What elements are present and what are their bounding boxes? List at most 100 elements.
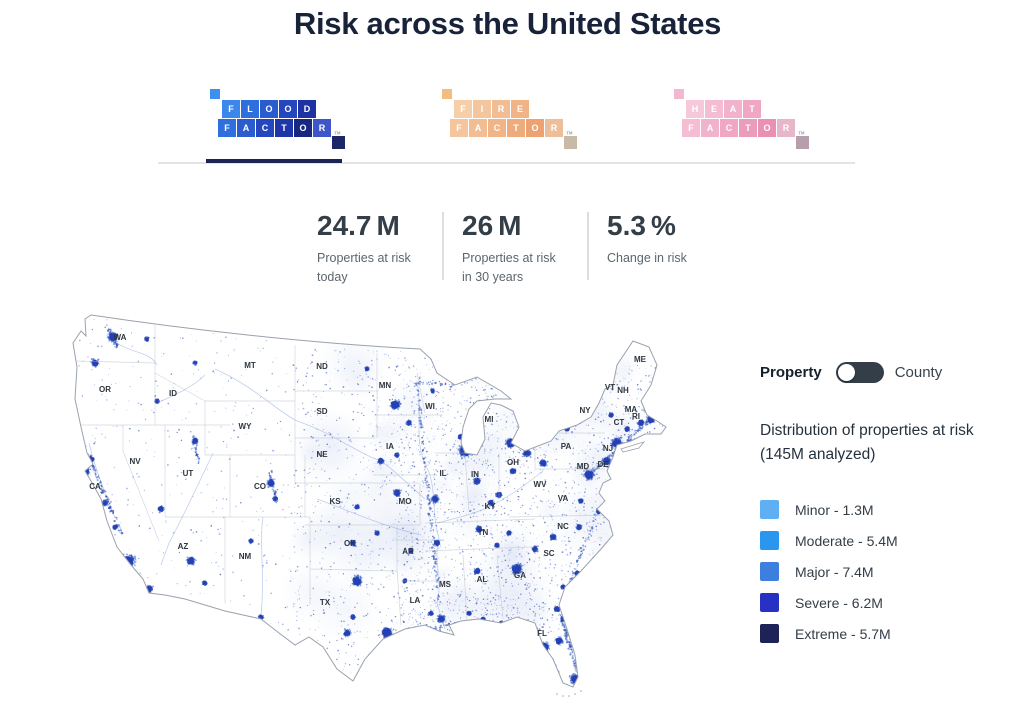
state-label-AR: AR	[402, 547, 414, 556]
stat-label: Properties at risk in 30 years	[462, 251, 556, 284]
trademark-symbol: TM	[798, 131, 805, 137]
legend-title-line2: (145M analyzed)	[760, 446, 876, 464]
legend-item-label: Severe - 6.2M	[795, 594, 883, 611]
us-risk-map[interactable]: WA OR ID MT ND MN SD WY NV UT CA CO NE IA KS MO OK AZ NM TX…	[65, 303, 745, 708]
legend-item: Severe - 6.2M	[760, 593, 898, 612]
state-label-NM: NM	[239, 552, 252, 561]
logo-tile: O	[279, 100, 297, 118]
stat-block: 26 M Properties at risk in 30 years	[462, 210, 587, 287]
state-label-WA: WA	[114, 333, 127, 342]
us-map-svg: WA OR ID MT ND MN SD WY NV UT CA CO NE IA KS MO OK AZ NM TX…	[89, 333, 647, 638]
state-label-ND: ND	[316, 362, 328, 371]
state-label-IN: IN	[471, 470, 479, 479]
logo-row2: F A C T O R TM	[218, 119, 342, 137]
logo-tile: R	[313, 119, 331, 137]
state-label-MT: MT	[244, 361, 256, 370]
logo-tile: F	[218, 119, 236, 137]
state-label-NE: NE	[316, 450, 328, 459]
property-county-toggle[interactable]	[835, 362, 884, 383]
state-label-SD: SD	[316, 407, 327, 416]
legend-list: Minor - 1.3M Moderate - 5.4M Major - 7.4…	[760, 500, 898, 655]
legend-swatch-icon	[760, 562, 779, 581]
legend-swatch-icon	[760, 624, 779, 643]
state-label-IA: IA	[386, 442, 394, 451]
logo-tile: O	[260, 100, 278, 118]
logo-tile: E	[705, 100, 723, 118]
state-label-OH: OH	[507, 458, 519, 467]
state-label-MO: MO	[399, 497, 412, 506]
legend-title: Distribution of properties at risk (145M…	[760, 419, 1005, 467]
legend-swatch-icon	[760, 593, 779, 612]
logo-tile: A	[701, 119, 719, 137]
stat-unit: M	[376, 210, 400, 241]
state-label-WY: WY	[239, 422, 253, 431]
state-label-OR: OR	[99, 385, 111, 394]
logo-tile: A	[237, 119, 255, 137]
stat-block: 24.7 M Properties at risk today	[317, 210, 442, 287]
stat-label: Change in risk	[607, 251, 687, 265]
state-label-WV: WV	[534, 480, 548, 489]
state-label-DE: DE	[597, 460, 609, 469]
stat-unit: %	[650, 210, 676, 241]
state-label-VA: VA	[558, 494, 569, 503]
state-label-FL: FL	[537, 629, 547, 638]
state-label-PA: PA	[561, 442, 572, 451]
state-label-MI: MI	[485, 415, 494, 424]
toggle-knob	[837, 364, 855, 381]
legend-item: Moderate - 5.4M	[760, 531, 898, 550]
state-label-GA: GA	[514, 571, 526, 580]
logo-tail-square-icon	[332, 136, 345, 149]
state-label-CO: CO	[254, 482, 266, 491]
logo-tile: F	[682, 119, 700, 137]
logo-tail-square-icon	[796, 136, 809, 149]
state-label-TN: TN	[478, 528, 489, 537]
state-label-AZ: AZ	[178, 542, 189, 551]
logo-tile: H	[686, 100, 704, 118]
logo-tile: C	[256, 119, 274, 137]
logo-tile: O	[294, 119, 312, 137]
legend-swatch-icon	[760, 500, 779, 519]
logo-tile: T	[275, 119, 293, 137]
state-label-KY: KY	[484, 502, 496, 511]
legend-item: Major - 7.4M	[760, 562, 898, 581]
logo-tile: F	[454, 100, 472, 118]
state-label-MD: MD	[577, 462, 590, 471]
logo-tile: T	[739, 119, 757, 137]
stat-value: 24.7 M	[317, 210, 442, 242]
logo-tile: T	[743, 100, 761, 118]
state-label-SC: SC	[543, 549, 554, 558]
state-label-NY: NY	[579, 406, 591, 415]
state-label-ME: ME	[634, 355, 647, 364]
state-label-AL: AL	[477, 575, 488, 584]
logo-tile: R	[492, 100, 510, 118]
county-toggle-label[interactable]: County	[894, 364, 943, 381]
tab-divider-line	[158, 162, 855, 164]
legend-item: Extreme - 5.7M	[760, 624, 898, 643]
risk-dot-canvas	[65, 303, 745, 708]
stat-unit: M	[498, 210, 522, 241]
stats-row: 24.7 M Properties at risk today 26 M Pro…	[317, 210, 732, 287]
logo-tile: C	[720, 119, 738, 137]
logo-tile: F	[450, 119, 468, 137]
property-toggle-label[interactable]: Property	[760, 364, 822, 381]
logo-lead-square-icon	[210, 89, 220, 99]
state-label-OK: OK	[344, 539, 356, 548]
state-label-NH: NH	[617, 386, 629, 395]
trademark-symbol: TM	[334, 131, 341, 137]
legend-item-label: Minor - 1.3M	[795, 501, 874, 518]
stat-number: 26	[462, 210, 494, 241]
stat-number: 24.7	[317, 210, 372, 241]
state-label-MS: MS	[439, 580, 452, 589]
logo-tile: R	[777, 119, 795, 137]
logo-tile: R	[545, 119, 563, 137]
logo-tile: O	[758, 119, 776, 137]
state-label-WI: WI	[425, 402, 435, 411]
logo-tile: L	[241, 100, 259, 118]
